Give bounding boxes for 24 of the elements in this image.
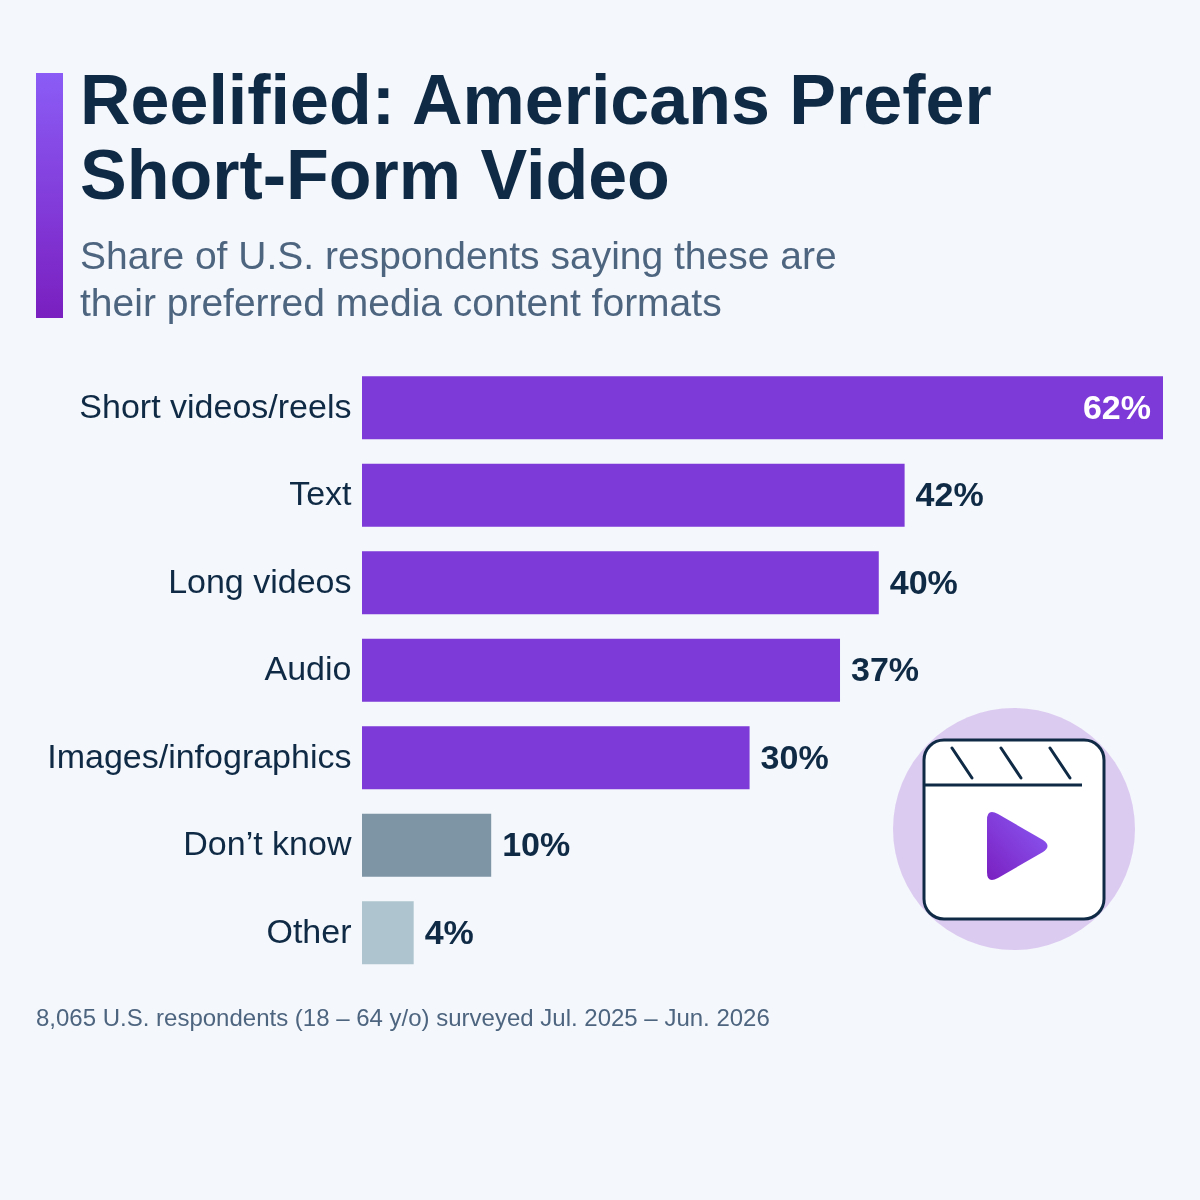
y-tick-label: Long videos [168,561,352,600]
data-label: 10% [502,825,571,864]
bar [362,813,492,877]
data-label: 30% [760,737,829,776]
y-tick-label: Text [289,474,353,513]
data-label: 4% [424,912,474,951]
data-label: 62% [1082,387,1151,426]
text: 8,065 U.S. respondents (18 – 64 y/o) surveyed Jul. 2025 – Jun. 2026 [36,1003,770,1033]
bar [362,463,905,527]
y-tick-label: Don’t know [183,824,352,863]
chart-title: Reelified: Americans Prefer Short-Form Video [80,61,993,214]
bar [362,726,750,790]
data-label: 40% [889,562,958,601]
chart-subtitle: Share of U.S. respondents saying these are their preferred media content formats [80,233,838,326]
data-label: 37% [851,650,920,689]
data-label: 42% [915,475,984,514]
y-tick-label: Other [266,911,352,950]
bar [362,638,841,702]
bar [362,901,414,965]
y-tick-label: Images/infographics [47,736,352,775]
bar [362,551,879,615]
y-tick-label: Short videos/reels [79,386,352,425]
bar [362,376,1163,440]
y-tick-label: Audio [264,649,352,688]
